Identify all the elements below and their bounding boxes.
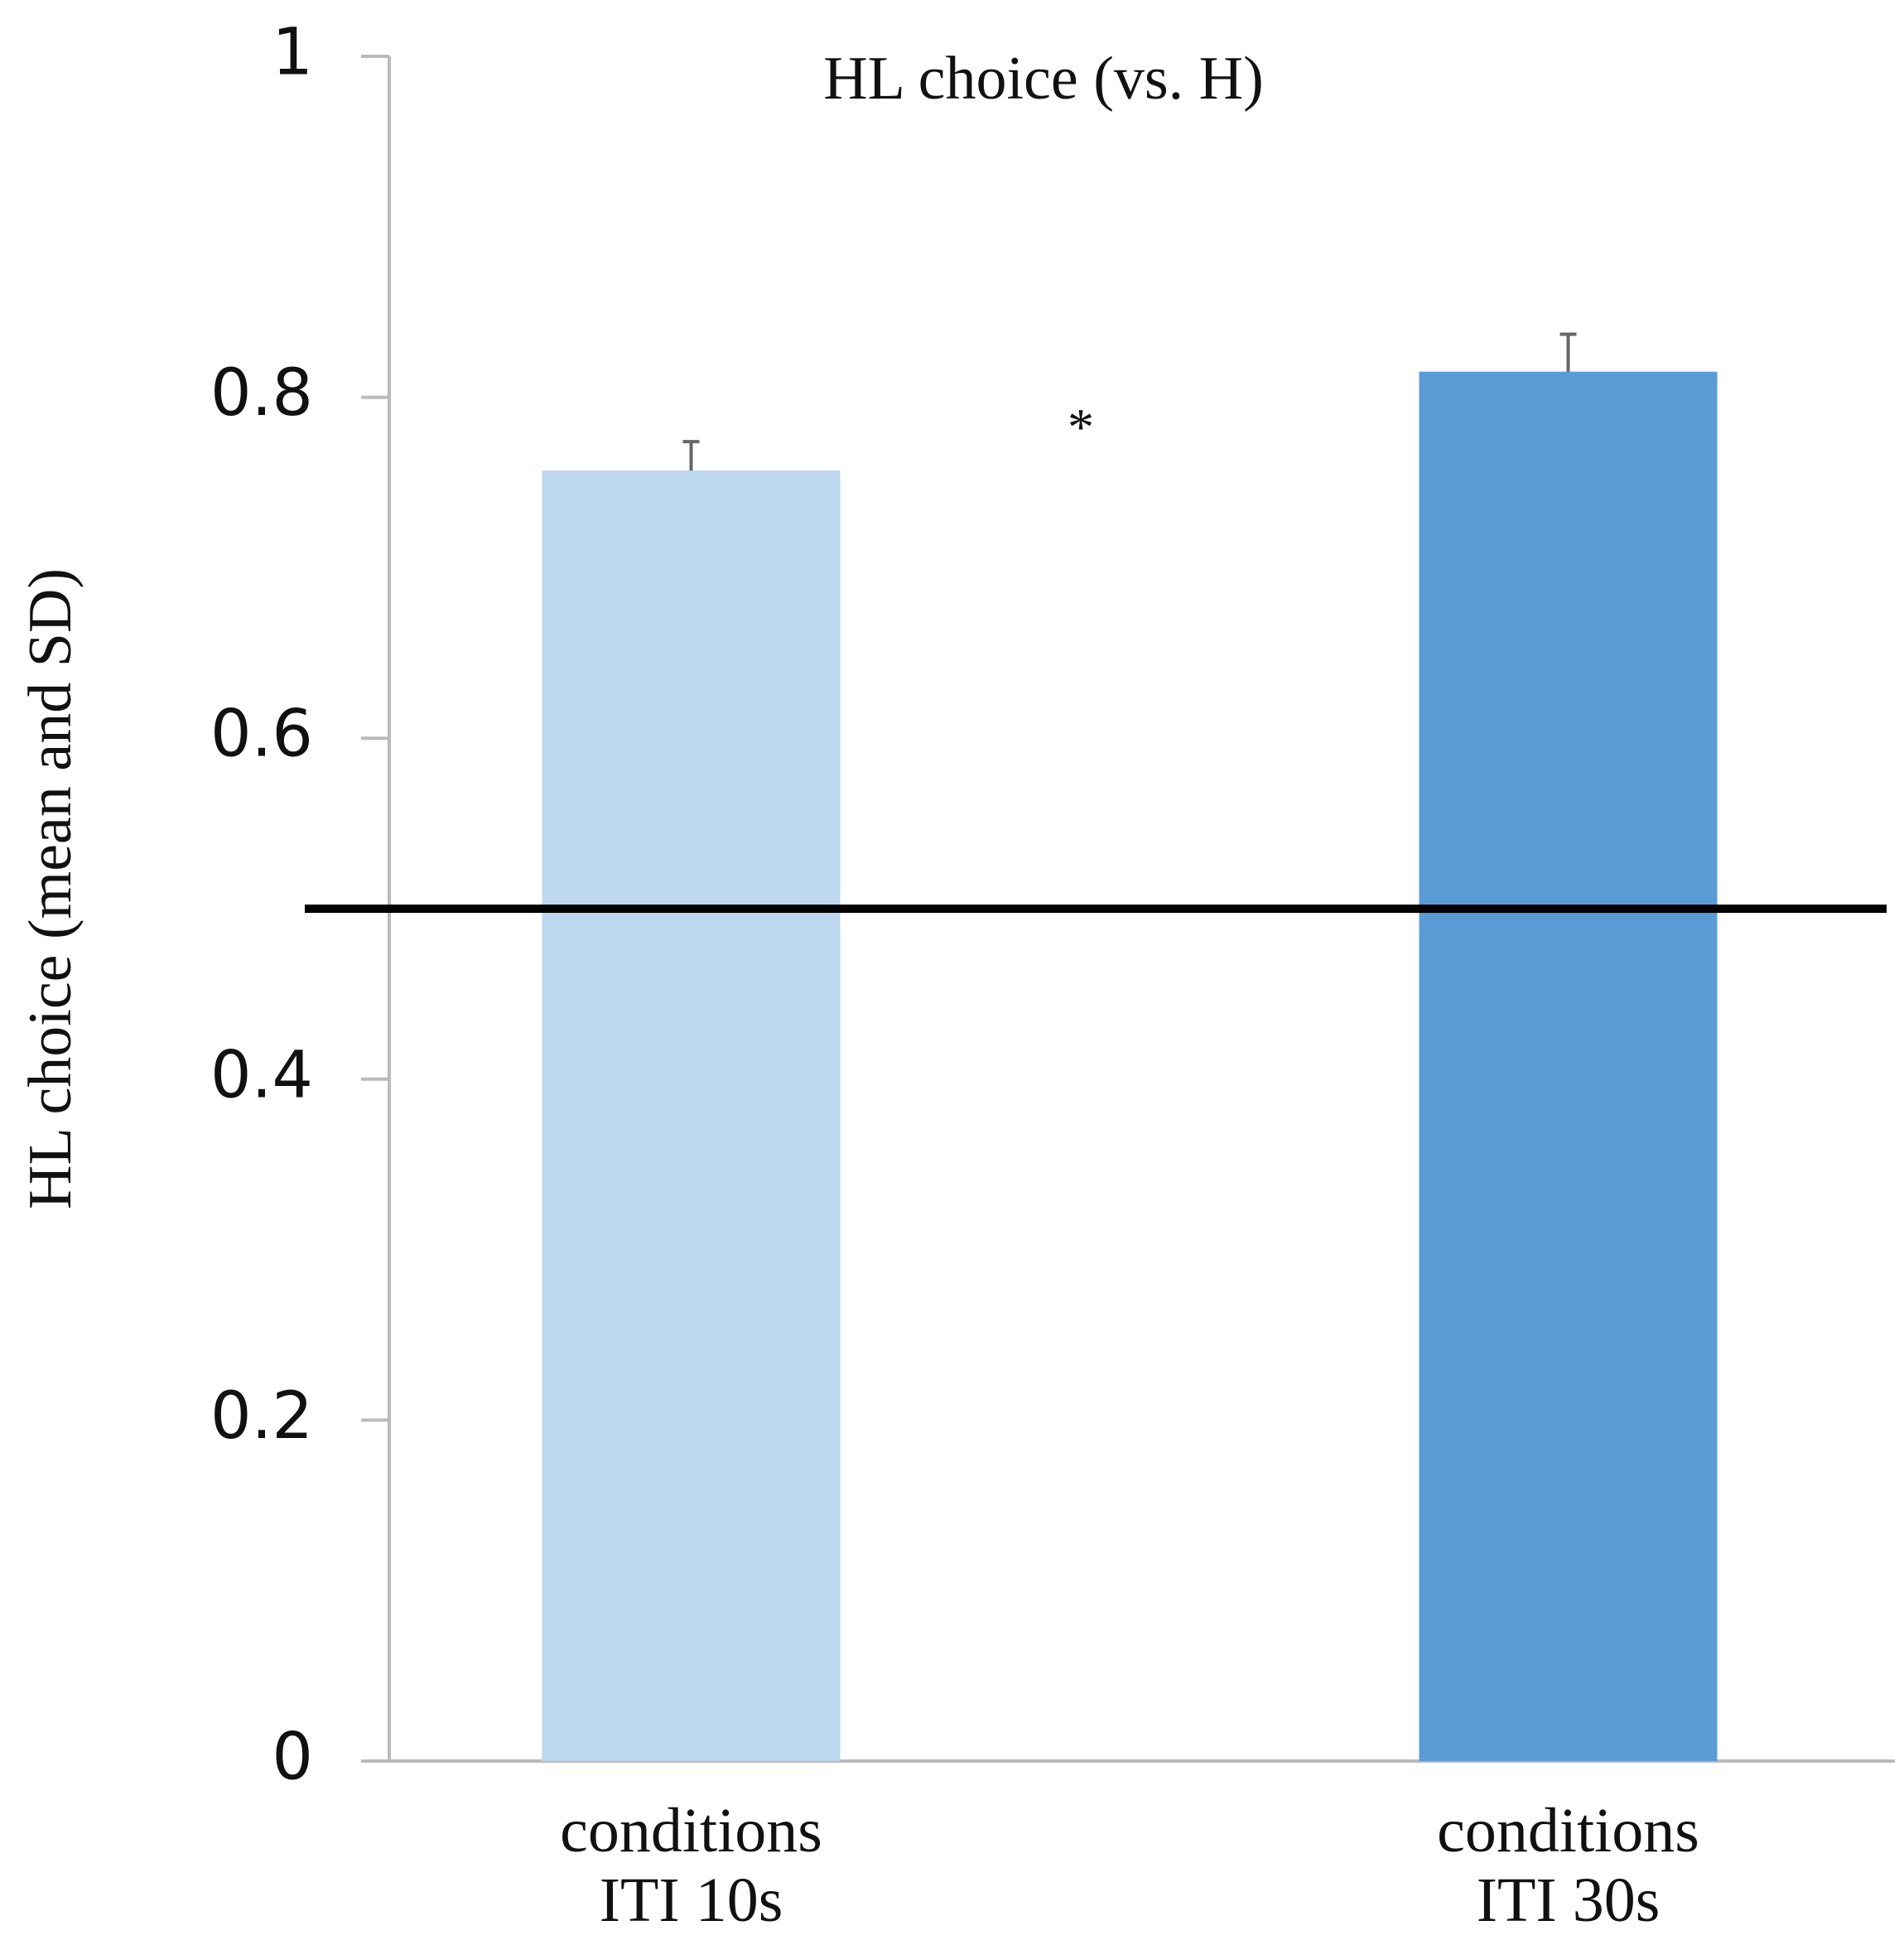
y-tick-label: 0.6 [210,697,313,772]
y-tick-label: 0 [272,1720,313,1794]
y-tick-label: 1 [272,15,313,89]
bar [542,471,841,1761]
bar [1419,371,1718,1762]
y-tick-label: 0.8 [210,356,313,431]
chart-title: HL choice (vs. H) [823,45,1264,113]
y-tick-label: 0.4 [210,1038,313,1112]
x-tick-label: conditions ITI 30s [1437,1796,1699,1935]
y-tick-label: 0.2 [210,1379,313,1454]
x-tick-label: conditions ITI 10s [560,1796,822,1935]
annotation: * [1068,398,1094,456]
y-axis-label: HL choice (mean and SD) [17,568,84,1209]
